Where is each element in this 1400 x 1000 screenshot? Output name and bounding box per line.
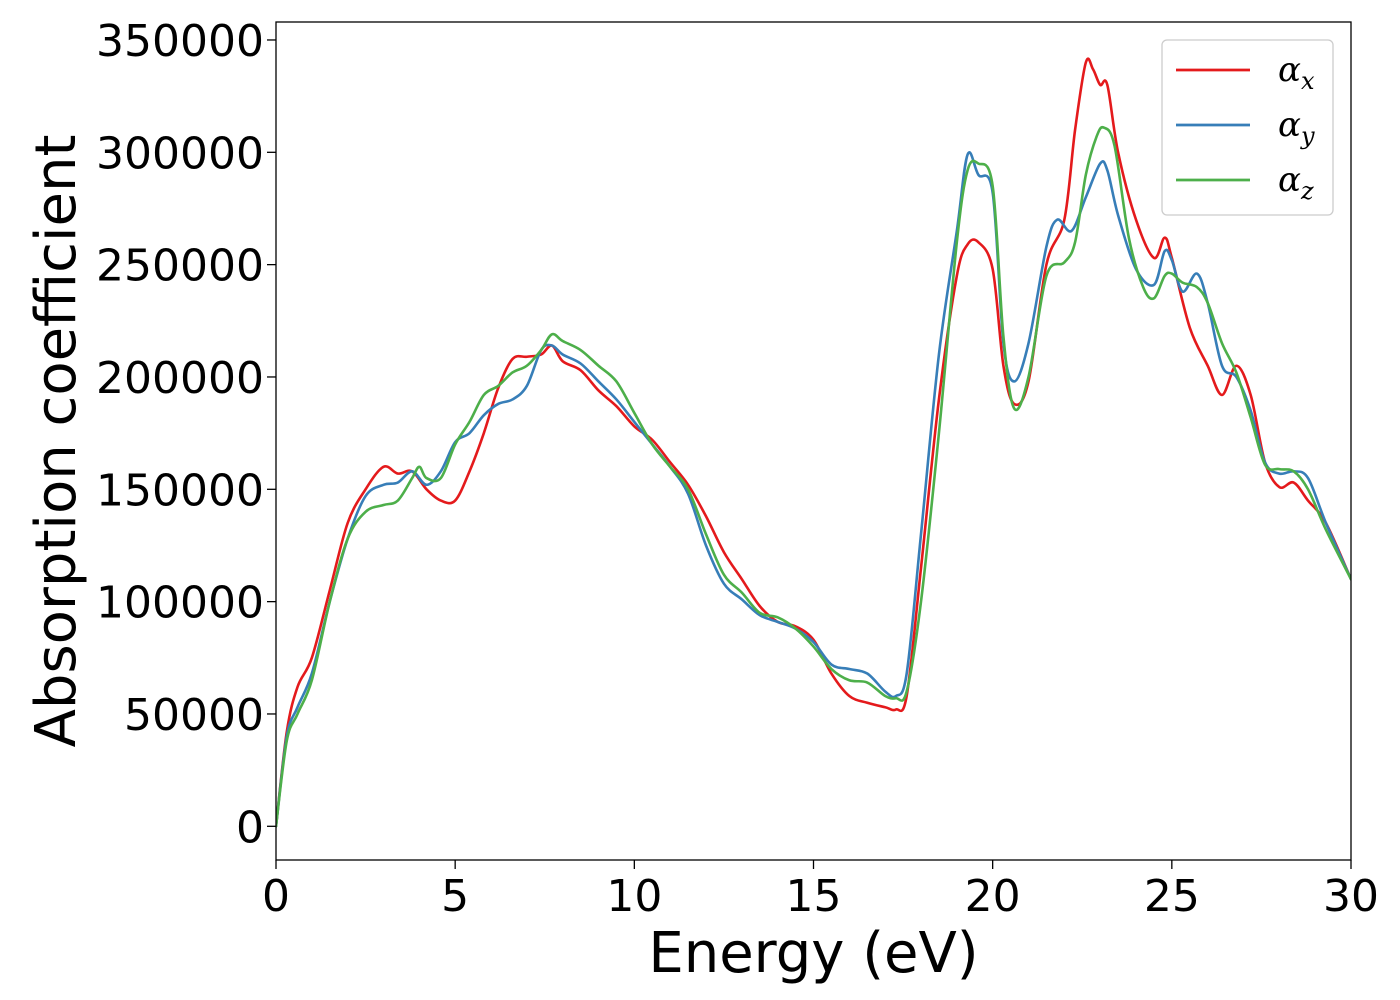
x-tick-label: 25 [1144, 871, 1200, 922]
x-tick-label: 10 [606, 871, 662, 922]
x-tick-label: 20 [965, 871, 1021, 922]
y-tick-label: 0 [236, 802, 264, 853]
series-line-z [276, 125, 1351, 828]
x-tick-label: 30 [1323, 871, 1379, 922]
y-axis-label: Absorption coefficient [24, 135, 89, 748]
y-tick-label: 200000 [96, 353, 264, 404]
legend-box [1161, 39, 1334, 216]
x-tick-label: 0 [262, 871, 290, 922]
x-axis-label: Energy (eV) [648, 921, 978, 986]
y-tick-label: 150000 [96, 465, 264, 516]
y-tick-label: 100000 [96, 578, 264, 629]
y-axis: 0 50000 100000 150000 200000 250000 300000 3500… [96, 16, 276, 853]
y-tick-label: 50000 [124, 690, 264, 741]
x-axis: 0 5 10 15 20 25 30 [262, 860, 1379, 922]
y-tick-label: 350000 [96, 16, 264, 67]
x-tick-label: 5 [441, 871, 469, 922]
y-tick-label: 300000 [96, 128, 264, 179]
series-line-x [276, 57, 1351, 828]
series-line-y [276, 151, 1351, 828]
series-lines [276, 57, 1351, 828]
x-tick-label: 15 [786, 871, 842, 922]
y-tick-label: 250000 [96, 241, 264, 292]
